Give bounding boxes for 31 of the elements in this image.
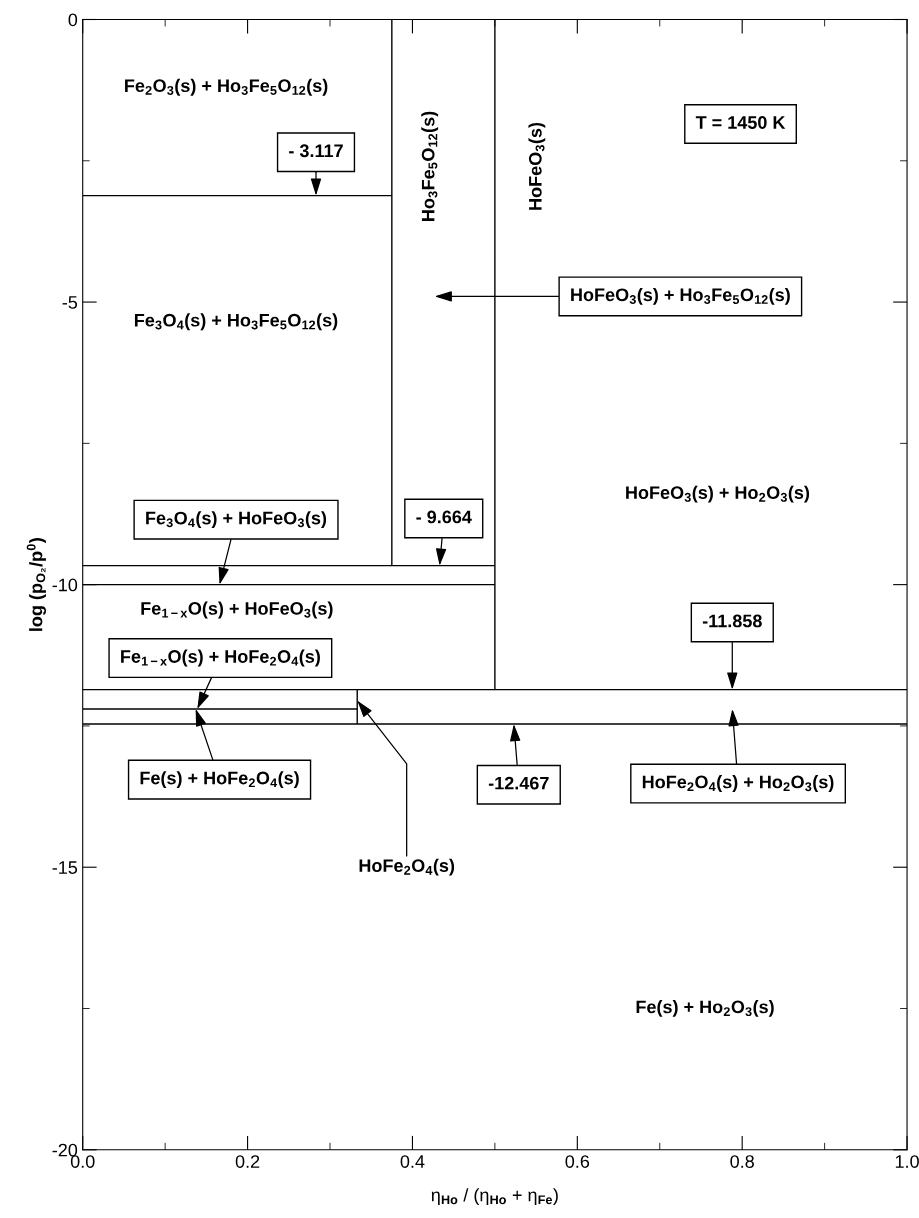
annotation: Fe$_{3}$O$_{4}$(s) + HoFeO$_{3}$(s) [146,511,327,528]
y-tick-label: -5 [62,296,78,309]
x-tick-label: 0.8 [730,1155,754,1168]
x-tick-label: 0.0 [70,1155,95,1168]
x-tick-label: 0.4 [400,1155,425,1168]
text: HoFe$_{2}$O$_{4}$(s) + Ho$_{2}$O$_{3}$(s) [642,775,834,792]
annotation: Ho$_{3}$Fe$_{5}$O$_{12}$(s) [421,111,439,221]
annotation: HoFeO$_{3}$(s) + Ho$_{2}$O$_{3}$(s) [626,485,810,503]
annotation: Fe(s) + Ho$_{2}$O$_{3}$(s) [636,1000,774,1017]
annotation: -12.467 [488,776,549,790]
y-axis-title: log (p$_{O₂}$/p$^{0}$) [26,538,47,631]
text: Fe$_{3}$O$_{4}$(s) + Ho$_{3}$Fe$_{5}$O$_{12}$(s) [134,313,338,331]
x-tick-label: 0.2 [235,1155,260,1168]
y-tick-label: -20 [52,1143,78,1157]
text: Fe$_{2}$O$_{3}$(s) + Ho$_{3}$Fe$_{5}$O$_{12}$(s) [125,78,328,96]
y-tick-label: -15 [52,861,78,874]
y-tick-label: 0 [68,13,78,27]
annotation: Fe(s) + HoFe$_{2}$O$_{4}$(s) [140,771,299,788]
annotation: HoFeO$_{3}$(s) [528,122,546,210]
y-tick-label: -10 [52,578,78,592]
annotation: - 3.117 [289,144,343,158]
annotation: - 9.664 [416,510,472,524]
x-tick-label: 1.0 [895,1155,919,1168]
text: HoFeO$_{3}$(s) + Ho$_{3}$Fe$_{5}$O$_{12}$(s) [571,287,790,305]
x-axis-title: η$_{Ho}$ / (η$_{Ho}$ + η$_{Fe}$) [431,1188,558,1205]
x-tick-label: 0.6 [565,1155,590,1168]
annotation: -11.858 [702,614,762,628]
annotation: HoFe$_{2}$O$_{4}$(s) [359,858,455,876]
annotation: Fe$_{1−x}$O(s) + HoFeO$_{3}$(s) [141,601,333,619]
annotation: Fe$_{1−x}$O(s) + HoFe$_{2}$O$_{4}$(s) [121,649,320,667]
annotation: T = 1450 K [695,116,786,129]
